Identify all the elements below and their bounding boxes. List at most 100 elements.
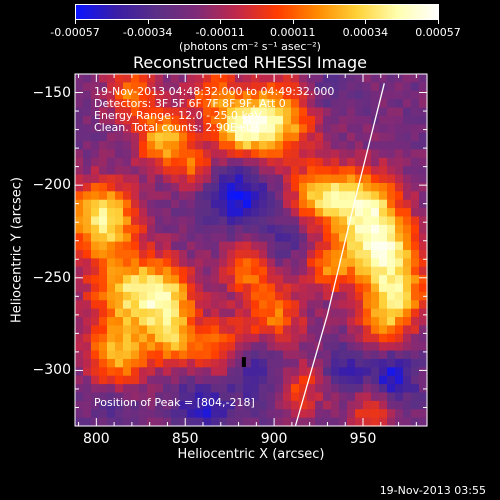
image-pixel	[155, 174, 164, 184]
image-pixel	[195, 384, 204, 394]
image-pixel	[203, 149, 212, 159]
image-pixel	[75, 275, 84, 285]
image-pixel	[139, 367, 148, 377]
image-pixel	[347, 166, 356, 176]
image-pixel	[251, 317, 260, 327]
image-pixel	[163, 107, 172, 117]
image-pixel	[107, 266, 116, 276]
image-pixel	[211, 132, 220, 142]
image-pixel	[155, 392, 164, 402]
image-pixel	[75, 241, 84, 251]
image-pixel	[371, 216, 380, 226]
image-pixel	[419, 82, 428, 92]
image-pixel	[363, 82, 372, 92]
image-pixel	[395, 275, 404, 285]
image-pixel	[139, 82, 148, 92]
image-pixel	[283, 333, 292, 343]
image-pixel	[163, 325, 172, 335]
image-pixel	[115, 250, 124, 259]
image-pixel	[275, 358, 284, 368]
image-pixel	[83, 417, 92, 427]
image-pixel	[139, 157, 148, 167]
image-pixel	[347, 350, 356, 360]
image-pixel	[123, 233, 132, 243]
image-pixel	[291, 384, 300, 394]
image-pixel	[179, 141, 188, 151]
annotation-time-range: 19-Nov-2013 04:48:32.000 to 04:49:32.000	[94, 85, 335, 98]
image-pixel	[251, 166, 260, 176]
image-pixel	[83, 250, 92, 259]
image-pixel	[171, 166, 180, 176]
image-pixel	[227, 375, 236, 385]
image-pixel	[299, 90, 308, 100]
image-pixel	[179, 333, 188, 343]
image-pixel	[267, 82, 276, 92]
image-pixel	[99, 174, 108, 184]
image-pixel	[171, 224, 180, 234]
image-pixel	[179, 166, 188, 176]
image-pixel	[235, 208, 244, 218]
image-pixel	[155, 358, 164, 368]
image-pixel	[171, 392, 180, 402]
image-pixel	[243, 283, 252, 293]
image-pixel	[171, 317, 180, 327]
image-pixel	[291, 392, 300, 402]
image-pixel	[275, 266, 284, 276]
colorbar-tick-label: -0.00034	[122, 26, 173, 39]
image-pixel	[347, 250, 356, 259]
image-pixel	[203, 283, 212, 293]
image-pixel	[395, 358, 404, 368]
image-pixel	[267, 90, 276, 100]
image-pixel	[155, 325, 164, 335]
image-pixel	[299, 224, 308, 234]
image-pixel	[115, 149, 124, 159]
image-pixel	[323, 325, 332, 335]
image-pixel	[355, 224, 364, 234]
image-pixel	[251, 216, 260, 226]
image-pixel	[283, 191, 292, 201]
image-pixel	[355, 275, 364, 285]
image-pixel	[147, 141, 156, 151]
image-pixel	[347, 82, 356, 92]
image-pixel	[195, 400, 204, 410]
image-pixel	[179, 224, 188, 234]
image-pixel	[259, 208, 268, 218]
image-pixel	[99, 392, 108, 402]
image-pixel	[283, 384, 292, 394]
image-pixel	[131, 317, 140, 327]
image-pixel	[251, 333, 260, 343]
image-pixel	[99, 291, 108, 301]
image-pixel	[83, 166, 92, 176]
image-pixel	[91, 233, 100, 243]
image-pixel	[355, 409, 364, 419]
image-pixel	[131, 300, 140, 310]
image-pixel	[379, 409, 388, 419]
image-pixel	[347, 132, 356, 142]
image-pixel	[259, 199, 268, 209]
image-pixel	[339, 384, 348, 394]
image-pixel	[395, 392, 404, 402]
image-pixel	[411, 266, 420, 276]
image-pixel	[347, 149, 356, 159]
image-pixel	[251, 358, 260, 368]
image-pixel	[267, 107, 276, 117]
image-pixel	[75, 384, 84, 394]
image-pixel	[331, 82, 340, 92]
image-pixel	[171, 115, 180, 125]
image-pixel	[267, 275, 276, 285]
image-pixel	[203, 400, 212, 410]
image-pixel	[283, 317, 292, 327]
image-pixel	[163, 174, 172, 184]
image-pixel	[283, 216, 292, 226]
image-pixel	[187, 417, 196, 427]
image-pixel	[259, 409, 268, 419]
image-pixel	[123, 266, 132, 276]
image-pixel	[123, 350, 132, 360]
image-pixel	[387, 250, 396, 259]
image-pixel	[235, 124, 244, 134]
image-pixel	[115, 107, 124, 117]
image-pixel	[227, 74, 236, 83]
image-pixel	[219, 115, 228, 125]
image-pixel	[379, 283, 388, 293]
colorbar-tick-label: -0.00057	[50, 26, 100, 39]
